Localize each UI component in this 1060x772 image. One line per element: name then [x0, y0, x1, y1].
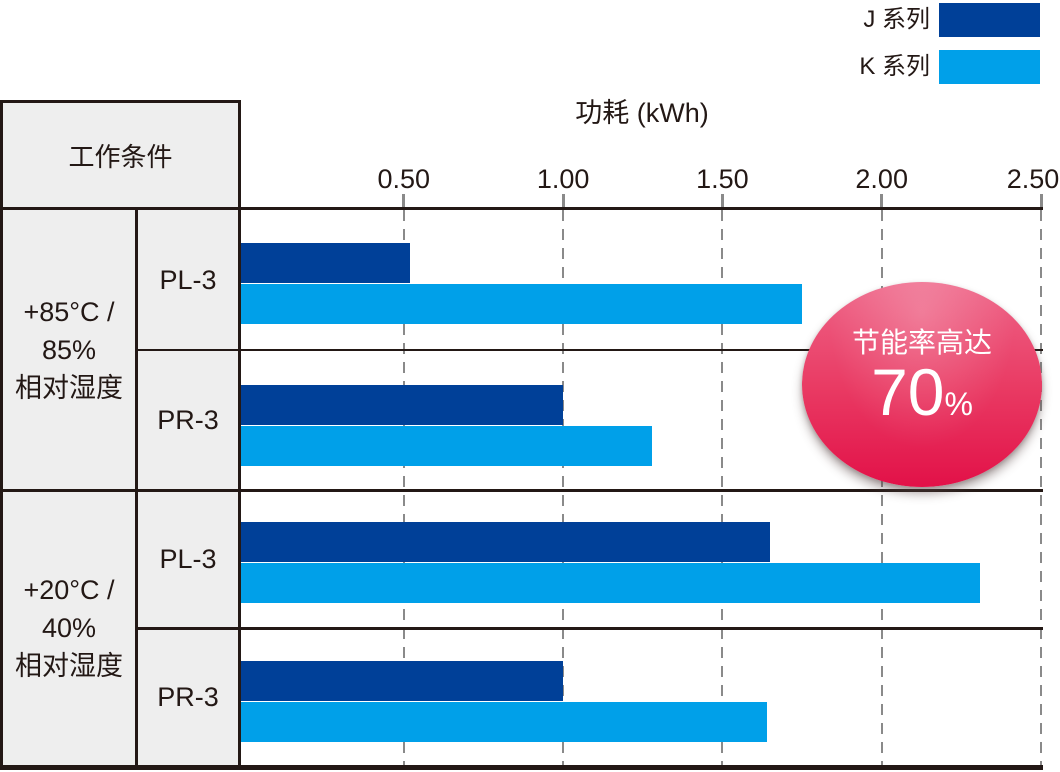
legend-label-k: K 系列 [859, 53, 930, 80]
group-divider [0, 489, 1043, 492]
gridline-1.00 [562, 210, 565, 765]
bar-k-row2 [241, 426, 652, 466]
row-divider-1 [135, 349, 1043, 351]
bar-k-row1 [241, 284, 802, 324]
bar-j-row3 [241, 522, 770, 562]
table-left-border [0, 100, 3, 770]
table-header: 工作条件 [68, 141, 173, 172]
badge-text: 节能率高达 [851, 327, 992, 358]
model-cell-1: PL-3 [159, 264, 217, 295]
table-column-divider [135, 210, 138, 765]
legend-label-j: J 系列 [863, 6, 930, 33]
row-divider-2 [135, 627, 1043, 630]
bar-j-row1 [241, 243, 410, 283]
tick-label-0.50: 0.50 [377, 164, 431, 194]
gridline-1.50 [721, 210, 724, 765]
bottom-line [0, 765, 1043, 770]
tick-mark-2.50 [1039, 194, 1043, 207]
legend-swatch-k [939, 50, 1040, 84]
tick-mark-0.50 [402, 194, 406, 207]
tick-label-1.50: 1.50 [696, 164, 749, 194]
tick-label-1.00: 1.00 [536, 164, 590, 194]
badge-percentage: 70% [871, 359, 973, 443]
plot-area [241, 210, 1060, 765]
axis-line [0, 207, 1043, 210]
table-right-border [238, 100, 241, 765]
header-top-border [0, 100, 241, 103]
bar-j-row2 [241, 385, 563, 425]
gridline-2.00 [880, 210, 883, 765]
badge-value: 70 [871, 355, 945, 429]
gridline-2.50 [1040, 210, 1042, 765]
bar-j-row4 [241, 661, 563, 701]
badge-unit: % [944, 386, 973, 422]
tick-label-2.50: 2.50 [1006, 164, 1060, 194]
tick-mark-1.50 [720, 194, 724, 207]
model-cell-2: PR-3 [157, 404, 219, 435]
gridline-0.50 [402, 210, 405, 765]
axis-title: 功耗 (kWh) [575, 97, 709, 128]
model-cell-4: PR-3 [157, 681, 219, 712]
bar-k-row4 [241, 702, 767, 742]
legend-swatch-j [939, 3, 1040, 37]
model-cell-3: PL-3 [159, 543, 217, 574]
tick-label-2.00: 2.00 [855, 164, 908, 194]
condition-cell-2: +20°C / 40% 相对湿度 [15, 574, 123, 681]
condition-cell-1: +85°C / 85% 相对湿度 [15, 296, 123, 403]
table-background [3, 103, 238, 765]
bar-k-row3 [241, 563, 980, 603]
savings-badge: 节能率高达 70% [802, 282, 1042, 487]
tick-mark-1.00 [561, 194, 565, 207]
tick-mark-2.00 [880, 194, 884, 207]
